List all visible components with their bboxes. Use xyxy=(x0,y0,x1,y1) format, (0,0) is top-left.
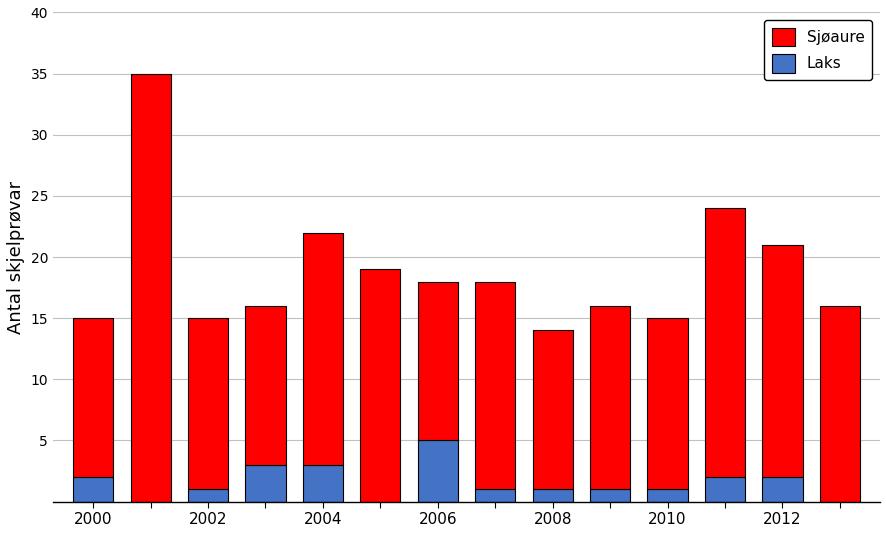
Y-axis label: Antal skjelprøvar: Antal skjelprøvar xyxy=(7,180,25,334)
Bar xyxy=(73,477,113,501)
Bar xyxy=(704,208,744,477)
Bar xyxy=(302,465,343,501)
Legend: Sjøaure, Laks: Sjøaure, Laks xyxy=(763,20,872,80)
Bar xyxy=(73,318,113,477)
Bar xyxy=(647,318,687,489)
Bar xyxy=(761,245,802,477)
Bar xyxy=(417,281,457,441)
Bar xyxy=(245,306,285,465)
Bar xyxy=(704,477,744,501)
Bar xyxy=(188,489,228,501)
Bar xyxy=(647,489,687,501)
Bar xyxy=(188,318,228,489)
Bar xyxy=(245,465,285,501)
Bar xyxy=(475,489,515,501)
Bar xyxy=(130,74,170,501)
Bar xyxy=(475,281,515,489)
Bar xyxy=(360,269,400,501)
Bar xyxy=(589,306,629,489)
Bar xyxy=(532,331,572,489)
Bar xyxy=(819,306,859,501)
Bar xyxy=(302,233,343,465)
Bar xyxy=(417,441,457,501)
Bar xyxy=(589,489,629,501)
Bar xyxy=(761,477,802,501)
Bar xyxy=(532,489,572,501)
